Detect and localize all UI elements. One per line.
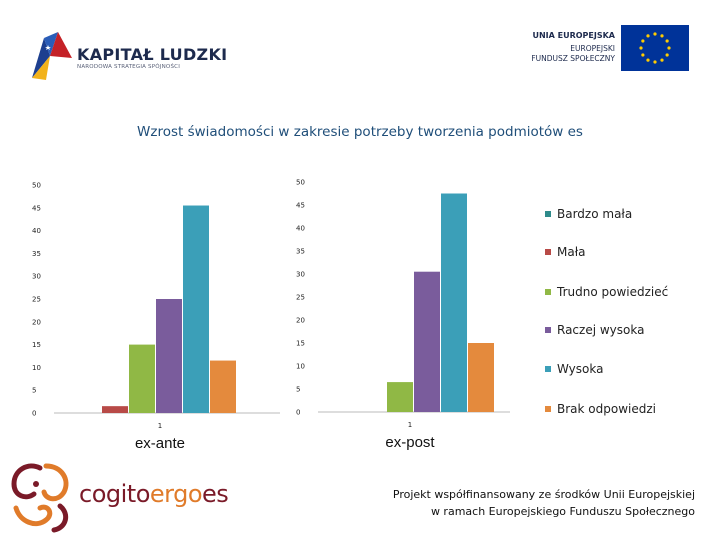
y-tick-label: 35	[32, 250, 41, 258]
y-tick-label: 15	[296, 340, 305, 348]
y-tick-label: 25	[32, 296, 41, 304]
y-tick-label: 40	[32, 227, 41, 235]
footer-line-2: w ramach Europejskiego Funduszu Społeczn…	[430, 505, 695, 518]
y-tick-label: 10	[296, 363, 305, 371]
y-tick-label: 20	[32, 318, 41, 326]
legend-item: Trudno powiedzieć	[545, 285, 668, 299]
legend-item: Raczej wysoka	[545, 323, 644, 337]
legend-swatch	[545, 365, 551, 372]
kapital-ludzki-logo-icon	[32, 32, 72, 80]
legend-swatch	[545, 288, 551, 295]
eu-subtitle-2: FUNDUSZ SPOŁECZNY	[531, 54, 615, 63]
eu-star-icon	[665, 39, 669, 43]
eu-star-icon	[665, 53, 669, 57]
cogito-part-1: cogito	[79, 480, 150, 508]
legend-label: Mała	[557, 245, 586, 259]
bar-trudno-powiedzieć	[387, 382, 413, 412]
x-tick-label: 1	[408, 421, 412, 429]
chart-title: Wzrost świadomości w zakresie potrzeby t…	[137, 124, 583, 140]
chart-ex-ante: 0 5 10 15 20 25 30 35 40 45 50 1 ex-ante	[32, 182, 280, 452]
bar-brak-odpowiedzi	[210, 360, 236, 413]
y-tick-label: 15	[32, 341, 41, 349]
legend-label: Trudno powiedzieć	[557, 285, 669, 299]
bar-mała	[102, 406, 128, 413]
eu-star-icon	[653, 32, 657, 36]
cogito-ergo-es-logo-icon	[11, 463, 69, 533]
eu-title: UNIA EUROPEJSKA	[532, 31, 615, 40]
y-tick-label: 50	[296, 179, 305, 187]
eu-star-icon	[660, 58, 664, 62]
bar-trudno-powiedzieć	[129, 344, 155, 413]
bar-wysoka	[183, 205, 209, 413]
legend-swatch	[545, 248, 551, 255]
eu-star-icon	[641, 39, 645, 43]
legend-item: Bardzo mała	[545, 207, 632, 221]
eu-subtitle-1: EUROPEJSKI	[570, 44, 615, 53]
bar-raczej-wysoka	[156, 299, 182, 413]
y-tick-label: 50	[32, 182, 41, 190]
legend-item: Mała	[545, 245, 585, 259]
legend-label: Raczej wysoka	[557, 323, 645, 337]
legend-label: Brak odpowiedzi	[557, 402, 656, 416]
y-tick-label: 25	[296, 294, 305, 302]
eu-star-icon	[641, 53, 645, 57]
y-tick-label: 0	[296, 409, 300, 417]
legend-label: Wysoka	[557, 362, 604, 376]
y-tick-label: 40	[296, 225, 305, 233]
y-tick-label: 20	[296, 317, 305, 325]
chart-ex-post: 0 5 10 15 20 25 30 35 40 45 50 1 ex-post	[296, 179, 510, 451]
eu-star-icon	[660, 34, 664, 38]
eu-flag-icon	[621, 25, 689, 71]
bar-brak-odpowiedzi	[468, 343, 494, 412]
y-tick-label: 45	[296, 202, 305, 210]
x-tick-label: 1	[158, 422, 162, 430]
legend-label: Bardzo mała	[557, 207, 633, 221]
category-caption: ex-post	[385, 434, 435, 451]
eu-star-icon	[667, 46, 671, 50]
y-tick-label: 10	[32, 364, 41, 372]
y-tick-label: 35	[296, 248, 305, 256]
y-tick-label: 5	[32, 387, 36, 395]
legend-swatch	[545, 405, 551, 412]
cogito-part-3: es	[202, 480, 229, 508]
bar-wysoka	[441, 193, 467, 412]
y-tick-label: 30	[32, 273, 41, 281]
y-tick-label: 45	[32, 204, 41, 212]
eu-star-icon	[639, 46, 643, 50]
legend-item: Brak odpowiedzi	[545, 402, 656, 416]
y-tick-label: 5	[296, 386, 300, 394]
footer-line-1: Projekt współfinansowany ze środków Unii…	[392, 488, 695, 501]
cogito-ergo-es-wordmark: cogitoergoes	[79, 480, 229, 508]
eu-star-icon	[653, 60, 657, 64]
kapital-ludzki-title: KAPITAŁ LUDZKI	[77, 45, 228, 64]
eu-star-icon	[646, 58, 650, 62]
eu-star-icon	[646, 34, 650, 38]
legend-item: Wysoka	[545, 362, 603, 376]
category-caption: ex-ante	[135, 435, 185, 452]
legend-swatch	[545, 326, 551, 333]
legend-swatch	[545, 210, 551, 217]
bar-raczej-wysoka	[414, 271, 440, 412]
y-tick-label: 30	[296, 271, 305, 279]
kapital-ludzki-subtitle: NARODOWA STRATEGIA SPÓJNOŚCI	[77, 64, 181, 70]
y-tick-label: 0	[32, 410, 36, 418]
cogito-part-2: ergo	[149, 480, 203, 508]
